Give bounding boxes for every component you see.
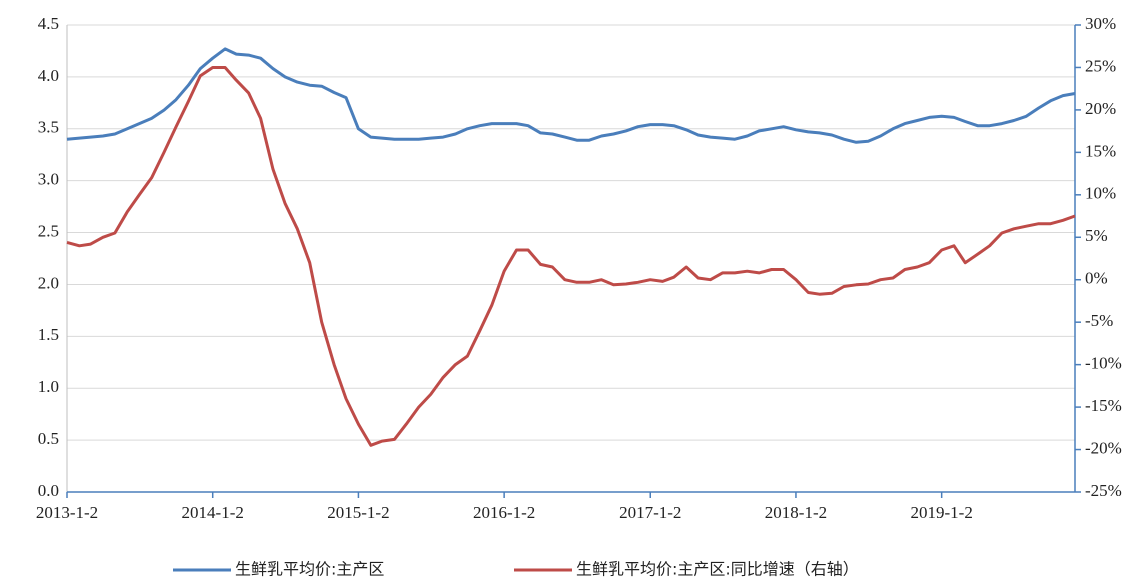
y2-tick-label: -25% [1085, 481, 1122, 500]
x-tick-label: 2019-1-2 [911, 503, 973, 522]
y2-tick-label: 20% [1085, 99, 1116, 118]
x-tick-label: 2015-1-2 [327, 503, 389, 522]
y2-tick-label: -15% [1085, 396, 1122, 415]
y2-tick-label: -5% [1085, 311, 1113, 330]
y-tick-label: 3.5 [38, 118, 59, 137]
series-line [66, 47, 1076, 144]
y2-tick-label: -20% [1085, 438, 1122, 457]
y2-tick-label: 30% [1085, 14, 1116, 33]
y-tick-label: 0.0 [38, 481, 59, 500]
y-tick-label: 2.5 [38, 221, 59, 240]
x-tick-label: 2016-1-2 [473, 503, 535, 522]
y2-tick-label: 25% [1085, 56, 1116, 75]
y2-tick-label: 10% [1085, 184, 1116, 203]
y-tick-label: 4.0 [38, 66, 59, 85]
x-tick-label: 2018-1-2 [765, 503, 827, 522]
y-tick-label: 1.0 [38, 377, 59, 396]
y2-tick-label: 15% [1085, 141, 1116, 160]
legend-label: 生鲜乳平均价:主产区:同比增速（右轴） [576, 560, 859, 579]
y2-tick-label: 5% [1085, 226, 1108, 245]
y-tick-label: 1.5 [38, 325, 59, 344]
y-tick-label: 3.0 [38, 170, 59, 189]
y-tick-label: 4.5 [38, 14, 59, 33]
x-tick-label: 2014-1-2 [182, 503, 244, 522]
y2-tick-label: -10% [1085, 354, 1122, 373]
y-tick-label: 2.0 [38, 273, 59, 292]
x-tick-label: 2017-1-2 [619, 503, 681, 522]
y-tick-label: 0.5 [38, 429, 59, 448]
x-tick-label: 2013-1-2 [36, 503, 98, 522]
legend-label: 生鲜乳平均价:主产区 [235, 560, 384, 579]
series-line [66, 66, 1076, 447]
y2-tick-label: 0% [1085, 269, 1108, 288]
